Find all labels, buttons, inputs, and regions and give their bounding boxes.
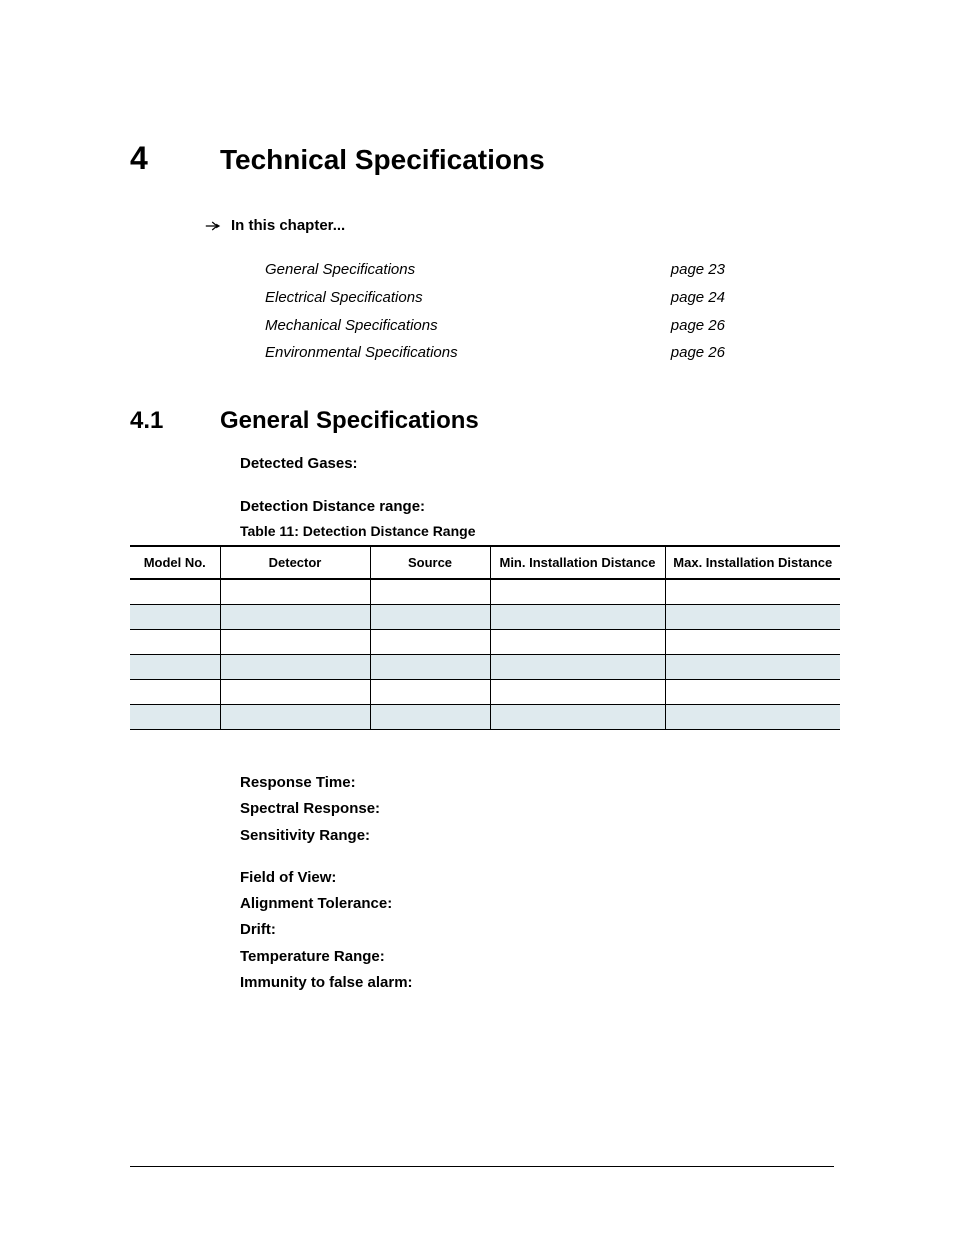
table-cell [490,579,665,605]
table-cell [370,680,490,705]
toc-page: page 23 [671,256,725,284]
chapter-number: 4 [130,140,220,177]
toc-title: Electrical Specifications [265,284,423,312]
table-cell [370,579,490,605]
spec-label-detection-distance: Detection Distance range: [240,498,834,515]
table-body [130,579,840,730]
toc-title: General Specifications [265,256,415,284]
table-row [130,579,840,605]
spec-list: Response Time:Spectral Response:Sensitiv… [240,770,834,996]
th-source: Source [370,546,490,579]
table-cell [130,579,220,605]
spec-item: Immunity to false alarm: [240,970,834,996]
table-header-row: Model No. Detector Source Min. Installat… [130,546,840,579]
table-row [130,630,840,655]
th-detector: Detector [220,546,370,579]
table-row [130,655,840,680]
section-title: General Specifications [220,407,479,435]
section-number: 4.1 [130,407,220,435]
spec-block: Detected Gases: Detection Distance range… [240,455,834,515]
table-cell [665,705,840,730]
toc-page: page 26 [671,312,725,340]
table-row [130,605,840,630]
table-cell [490,705,665,730]
table-cell [370,630,490,655]
spec-item: Sensitivity Range: [240,823,834,849]
table-cell [370,605,490,630]
toc-title: Environmental Specifications [265,339,458,367]
table-cell [665,605,840,630]
chapter-heading: 4 Technical Specifications [130,140,834,177]
table-cell [370,705,490,730]
toc-page: page 24 [671,284,725,312]
table-cell [665,579,840,605]
table-cell [220,630,370,655]
spacer [130,730,834,770]
page: 4 Technical Specifications In this chapt… [0,0,954,1227]
spec-item: Drift: [240,917,834,943]
spec-label-detected-gases: Detected Gases: [240,455,834,472]
table-cell [130,680,220,705]
toc-row: Electrical Specifications page 24 [265,284,725,312]
in-this-chapter: In this chapter... [205,217,834,234]
table-cell [665,680,840,705]
table-cell [490,605,665,630]
table-cell [665,655,840,680]
table-cell [130,655,220,680]
spec-item: Alignment Tolerance: [240,891,834,917]
th-min-dist: Min. Installation Distance [490,546,665,579]
table-cell [130,630,220,655]
in-this-chapter-label: In this chapter... [231,217,345,234]
table-cell [220,579,370,605]
table-caption: Table 11: Detection Distance Range [240,523,834,539]
table-cell [490,680,665,705]
toc-row: General Specifications page 23 [265,256,725,284]
table-cell [220,705,370,730]
table-row [130,705,840,730]
spec-item: Response Time: [240,770,834,796]
spec-item: Field of View: [240,865,834,891]
th-max-dist: Max. Installation Distance [665,546,840,579]
table-cell [370,655,490,680]
arrow-icon [205,220,221,232]
toc-row: Environmental Specifications page 26 [265,339,725,367]
toc-row: Mechanical Specifications page 26 [265,312,725,340]
table-cell [665,630,840,655]
spacer [240,849,834,865]
toc-title: Mechanical Specifications [265,312,438,340]
table-row [130,680,840,705]
spec-item: Temperature Range: [240,944,834,970]
spec-item: Spectral Response: [240,796,834,822]
table-cell [130,705,220,730]
table-cell [490,655,665,680]
table-cell [220,605,370,630]
toc-page: page 26 [671,339,725,367]
table-cell [220,680,370,705]
footer-rule [130,1166,834,1167]
th-model-no: Model No. [130,546,220,579]
section-heading: 4.1 General Specifications [130,407,834,435]
table-cell [490,630,665,655]
table-cell [130,605,220,630]
chapter-title: Technical Specifications [220,144,545,176]
table-cell [220,655,370,680]
detection-distance-table: Model No. Detector Source Min. Installat… [130,545,840,730]
chapter-toc: General Specifications page 23 Electrica… [265,256,725,367]
